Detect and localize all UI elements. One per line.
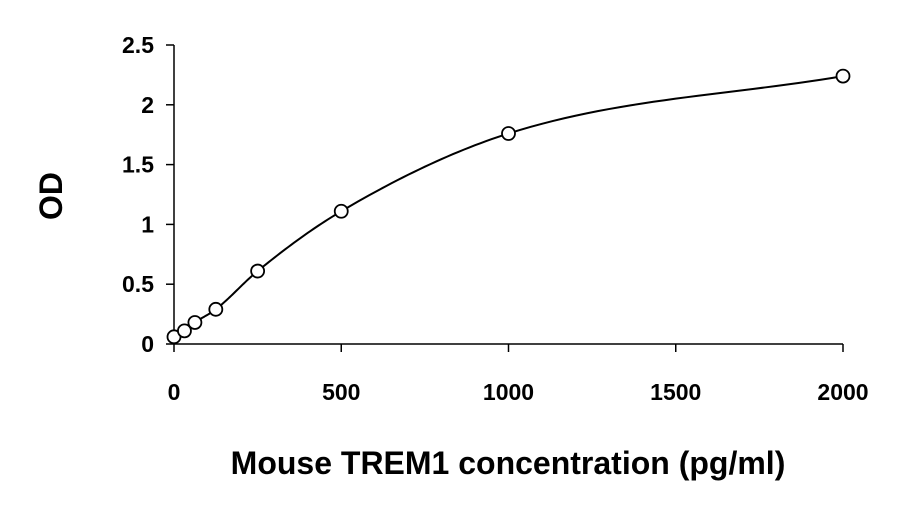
y-tick-label: 2.5 bbox=[122, 32, 154, 58]
y-tick-label: 0 bbox=[141, 331, 154, 357]
x-tick-label: 0 bbox=[168, 379, 181, 405]
fit-curve bbox=[173, 75, 844, 338]
data-point bbox=[835, 68, 851, 84]
data-point bbox=[187, 315, 203, 330]
data-point bbox=[208, 301, 224, 317]
y-tick-label: 1.5 bbox=[122, 152, 154, 178]
data-point bbox=[501, 126, 516, 141]
y-axis-ticks: 0 0.5 1 1.5 2 2.5 bbox=[122, 32, 174, 357]
x-axis-ticks: 0 500 1000 1500 2000 bbox=[168, 344, 869, 405]
x-tick-label: 1500 bbox=[650, 379, 701, 405]
y-tick-label: 0.5 bbox=[122, 271, 154, 297]
x-tick-label: 2000 bbox=[817, 379, 868, 405]
data-points bbox=[166, 68, 851, 345]
data-point bbox=[250, 263, 266, 279]
data-point bbox=[333, 203, 349, 219]
x-tick-label: 500 bbox=[322, 379, 360, 405]
x-tick-label: 1000 bbox=[483, 379, 534, 405]
y-tick-label: 1 bbox=[141, 211, 154, 237]
data-point bbox=[177, 323, 192, 339]
y-axis-title: OD bbox=[33, 172, 69, 220]
x-axis-title: Mouse TREM1 concentration (pg/ml) bbox=[231, 445, 786, 481]
y-tick-label: 2 bbox=[141, 92, 154, 118]
